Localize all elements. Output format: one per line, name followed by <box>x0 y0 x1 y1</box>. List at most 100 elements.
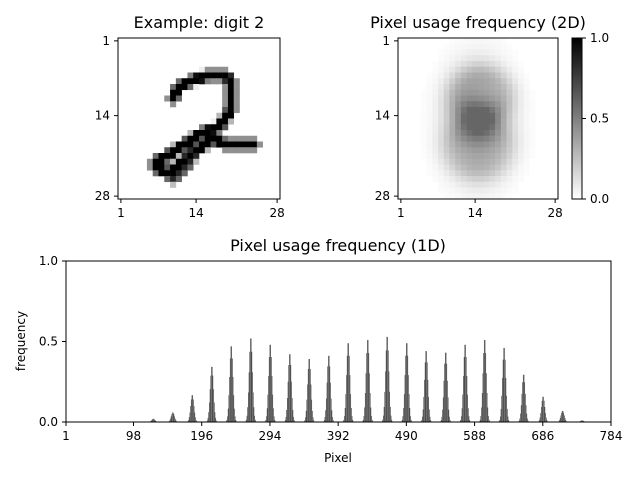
frequency-cell <box>449 101 456 108</box>
frequency-bar <box>527 418 528 422</box>
frequency-bar <box>388 371 390 422</box>
frequency-bar <box>206 420 208 422</box>
frequency-cell <box>466 124 473 131</box>
frequency-bar <box>248 372 250 422</box>
digit-pixel <box>152 170 159 177</box>
frequency-cell <box>500 176 507 183</box>
frequency-bar <box>170 416 172 422</box>
frequency-cell <box>449 43 456 50</box>
frequency-bar <box>502 377 503 422</box>
frequency-cell <box>523 124 530 131</box>
frequency-cell <box>443 135 450 142</box>
frequency-cell <box>512 55 519 62</box>
frequency-bar <box>324 417 326 422</box>
frequency-cell <box>426 153 433 160</box>
frequency-cell <box>512 153 519 160</box>
digit-pixel <box>164 153 171 160</box>
frequency-cell <box>426 158 433 165</box>
frequency-bar <box>444 352 446 422</box>
frequency-cell <box>420 89 427 96</box>
x-tick-label: 686 <box>531 429 554 443</box>
frequency-cell <box>489 158 496 165</box>
frequency-cell <box>495 158 502 165</box>
frequency-cell <box>506 112 513 119</box>
frequency-cell <box>455 158 462 165</box>
frequency-cell <box>506 49 513 56</box>
frequency-cell <box>512 135 519 142</box>
frequency-cell <box>420 112 427 119</box>
frequency-cell <box>449 107 456 114</box>
frequency-cell <box>449 49 456 56</box>
frequency-bar <box>290 365 292 422</box>
frequency-cell <box>512 66 519 73</box>
frequency-bar <box>407 355 409 422</box>
frequency-bar <box>429 416 431 422</box>
frequency-cell <box>472 153 479 160</box>
frequency-cell <box>478 95 485 102</box>
frequency-bar <box>234 408 235 422</box>
frequency-cell <box>466 158 473 165</box>
frequency-cell <box>449 141 456 148</box>
frequency-bar <box>523 374 525 422</box>
frequency-cell <box>489 55 496 62</box>
frequency-bar <box>406 343 407 422</box>
frequency-cell <box>426 164 433 171</box>
frequency-bar <box>189 412 191 422</box>
frequency-bar <box>521 393 523 422</box>
frequency-cell <box>500 101 507 108</box>
digit-pixel <box>245 135 252 142</box>
frequency-bar <box>387 350 389 422</box>
frequency-bar <box>346 355 348 422</box>
frequency-cell <box>478 118 485 125</box>
digit-pixel <box>181 158 188 165</box>
frequency-bar <box>422 416 423 422</box>
frequency-bar <box>519 418 521 422</box>
frequency-cell <box>443 89 450 96</box>
frequency-cell <box>438 141 445 148</box>
frequency-bar <box>210 375 212 422</box>
frequency-bar <box>447 380 448 422</box>
frequency-bar <box>503 347 505 422</box>
frequency-cell <box>483 61 490 68</box>
frequency-bar <box>441 416 443 422</box>
frequency-bar <box>195 420 197 422</box>
frequency-cell <box>529 130 536 137</box>
frequency-bar <box>365 373 367 422</box>
frequency-cell <box>512 89 519 96</box>
frequency-bar <box>190 406 191 422</box>
digit-pixel <box>233 147 240 154</box>
frequency-bar <box>286 398 288 422</box>
digit-pixel <box>164 176 171 183</box>
digit-pixel <box>210 78 217 85</box>
frequency-cell <box>478 89 485 96</box>
frequency-cell <box>489 84 496 91</box>
digit-pixel <box>210 141 217 148</box>
digit-pixel <box>175 89 182 96</box>
frequency-cell <box>438 135 445 142</box>
digit-pixel <box>170 147 177 154</box>
frequency-cell <box>506 84 513 91</box>
frequency-cell <box>506 135 513 142</box>
frequency-cell <box>495 43 502 50</box>
digit-pixel <box>227 72 235 79</box>
digit-pixel <box>251 147 258 154</box>
frequency-bar <box>272 394 274 422</box>
frequency-cell <box>512 78 519 85</box>
colorbar-gradient <box>571 37 583 200</box>
frequency-cell <box>443 72 450 79</box>
frequency-cell <box>500 118 507 125</box>
frequency-cell <box>466 38 473 45</box>
digit-pixel <box>227 135 235 142</box>
frequency-cell <box>432 89 439 96</box>
frequency-cell <box>495 61 502 68</box>
frequency-cell <box>432 176 439 183</box>
frequency-cell <box>478 112 485 119</box>
frequency-cell <box>512 176 519 183</box>
frequency-cell <box>438 130 445 137</box>
digit-pixel <box>233 101 240 108</box>
frequency-cell <box>449 147 456 154</box>
x-tick-label: 14 <box>468 206 483 220</box>
digit-pixel <box>222 135 229 142</box>
frequency-cell <box>426 89 433 96</box>
